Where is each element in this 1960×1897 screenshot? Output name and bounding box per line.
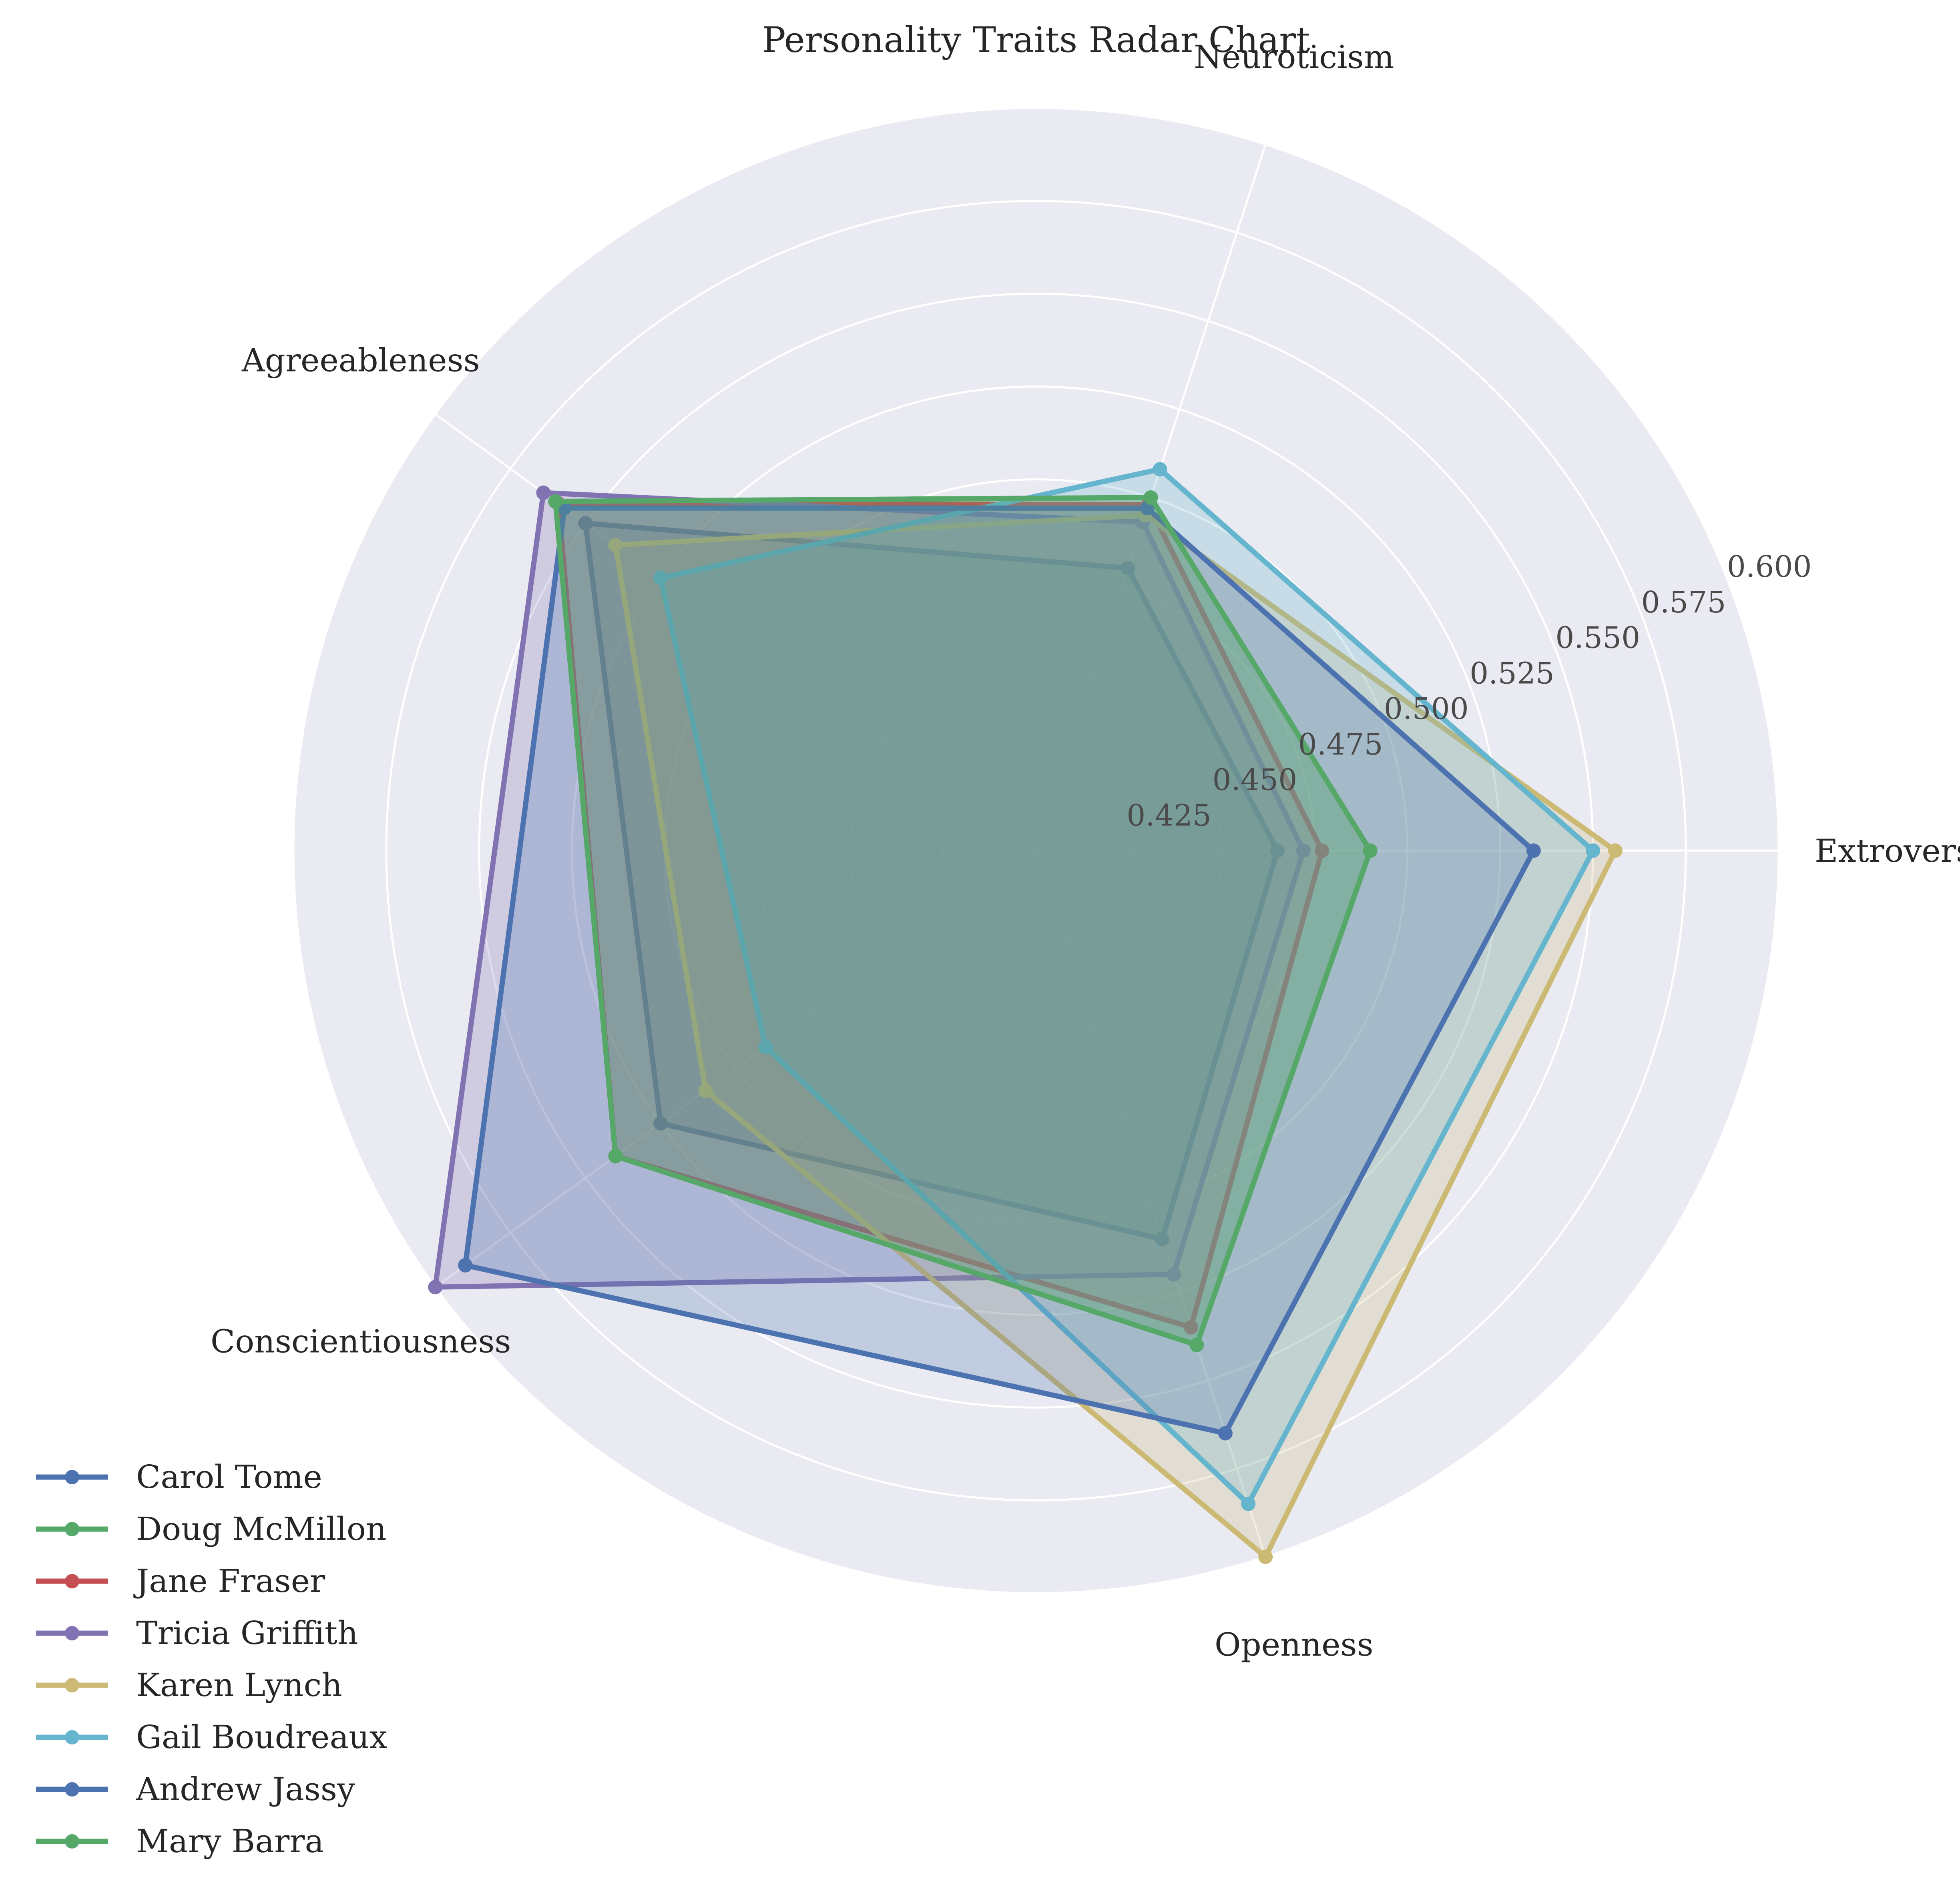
data-point xyxy=(548,494,563,509)
data-point xyxy=(1121,561,1135,576)
legend-item: Jane Fraser xyxy=(36,1562,325,1600)
legend-label: Karen Lynch xyxy=(136,1666,342,1704)
series-line xyxy=(462,505,1536,1436)
data-point xyxy=(1270,843,1285,858)
series-area xyxy=(558,504,1322,1327)
legend-label: Jane Fraser xyxy=(133,1562,325,1600)
data-point xyxy=(536,485,551,500)
legend-swatch-marker xyxy=(65,1834,79,1849)
radial-tick-label: 0.575 xyxy=(1641,585,1726,620)
legend-swatch-marker xyxy=(65,1626,79,1640)
chart-title: Personality Traits Radar Chart xyxy=(762,19,1310,60)
grid-spoke xyxy=(434,413,1037,852)
data-point xyxy=(653,1116,668,1131)
series-andrew-jassy xyxy=(458,501,1541,1441)
series-area xyxy=(661,469,1593,1504)
series-area xyxy=(465,508,1534,1433)
data-point xyxy=(458,1258,473,1273)
series-carol-tome xyxy=(578,516,1285,1247)
series-line xyxy=(432,490,1306,1290)
legend-item: Carol Tome xyxy=(36,1458,322,1496)
axis-label-agreeableness: Agreeableness xyxy=(241,341,480,379)
data-point xyxy=(1189,1337,1204,1352)
series-tricia-griffith xyxy=(428,485,1311,1295)
legend-swatch-marker xyxy=(65,1574,79,1588)
series-line xyxy=(658,466,1596,1507)
data-point xyxy=(1143,490,1158,505)
data-point xyxy=(1296,843,1311,858)
legend-swatch-marker xyxy=(65,1782,79,1797)
series-gail-boudreaux xyxy=(653,462,1601,1511)
legend-item: Karen Lynch xyxy=(36,1666,342,1704)
radial-tick-label: 0.425 xyxy=(1127,798,1211,833)
data-point xyxy=(1241,1496,1256,1511)
legend-label: Mary Barra xyxy=(136,1823,324,1860)
legend-item: Gail Boudreaux xyxy=(36,1718,388,1756)
axis-label-neuroticism: Neuroticism xyxy=(1194,38,1394,76)
legend-item: Andrew Jassy xyxy=(36,1771,355,1808)
series-line xyxy=(613,512,1618,1560)
radial-tick-label: 0.450 xyxy=(1212,763,1297,797)
radial-grid xyxy=(292,107,1780,1594)
legend-item: Tricia Griffith xyxy=(36,1614,358,1652)
series-area xyxy=(435,492,1303,1287)
data-point xyxy=(578,516,593,531)
data-point xyxy=(1363,843,1378,858)
series-line xyxy=(552,495,1373,1348)
axis-label-conscientiousness: Conscientiousness xyxy=(211,1323,511,1360)
axis-labels: Extroversion Neuroticism Agreeableness Cons… xyxy=(211,38,1960,1663)
data-point xyxy=(1258,1550,1273,1564)
legend-label: Andrew Jassy xyxy=(136,1771,355,1808)
legend-label: Gail Boudreaux xyxy=(136,1718,388,1756)
radial-tick-label: 0.525 xyxy=(1470,656,1554,691)
legend-swatch-marker xyxy=(65,1730,79,1744)
data-point xyxy=(653,570,668,585)
series-area xyxy=(585,523,1277,1239)
data-point xyxy=(1166,1267,1181,1282)
series-layer xyxy=(428,462,1623,1564)
data-point xyxy=(608,1149,623,1164)
series-area xyxy=(555,497,1370,1345)
axis-label-extroversion: Extroversion xyxy=(1815,832,1960,869)
data-point xyxy=(1153,462,1167,477)
data-point xyxy=(1155,1232,1170,1247)
series-line xyxy=(583,520,1280,1242)
data-point xyxy=(1183,1320,1198,1335)
legend-item: Doug McMillon xyxy=(36,1510,387,1548)
series-karen-lynch xyxy=(608,508,1623,1564)
legend-label: Tricia Griffith xyxy=(136,1614,358,1652)
legend-label: Doug McMillon xyxy=(136,1510,387,1548)
grid-spoke xyxy=(434,849,1037,1288)
radial-tick-label: 0.500 xyxy=(1384,692,1469,726)
legend-label: Carol Tome xyxy=(136,1458,322,1496)
data-point xyxy=(758,1040,773,1054)
data-point xyxy=(1526,843,1541,858)
data-point xyxy=(1608,843,1623,858)
legend-item: Mary Barra xyxy=(36,1823,324,1860)
data-point xyxy=(1315,843,1329,858)
series-area xyxy=(615,515,1615,1557)
data-point xyxy=(698,1083,713,1098)
series-mary-barra xyxy=(548,490,1378,1352)
legend-swatch-marker xyxy=(65,1522,79,1536)
radial-tick-label: 0.600 xyxy=(1727,550,1812,584)
legend: Carol Tome Doug McMillon Jane Fraser Tricia… xyxy=(36,1458,388,1860)
legend-swatch-marker xyxy=(65,1470,79,1484)
data-point xyxy=(1586,843,1601,858)
data-point xyxy=(608,538,623,552)
data-point xyxy=(428,1280,443,1295)
legend-swatch-marker xyxy=(65,1678,79,1692)
radial-tick-label: 0.475 xyxy=(1298,727,1383,762)
radial-tick-label: 0.550 xyxy=(1555,621,1640,655)
data-point xyxy=(1218,1426,1233,1441)
axis-label-openness: Openness xyxy=(1215,1626,1374,1663)
